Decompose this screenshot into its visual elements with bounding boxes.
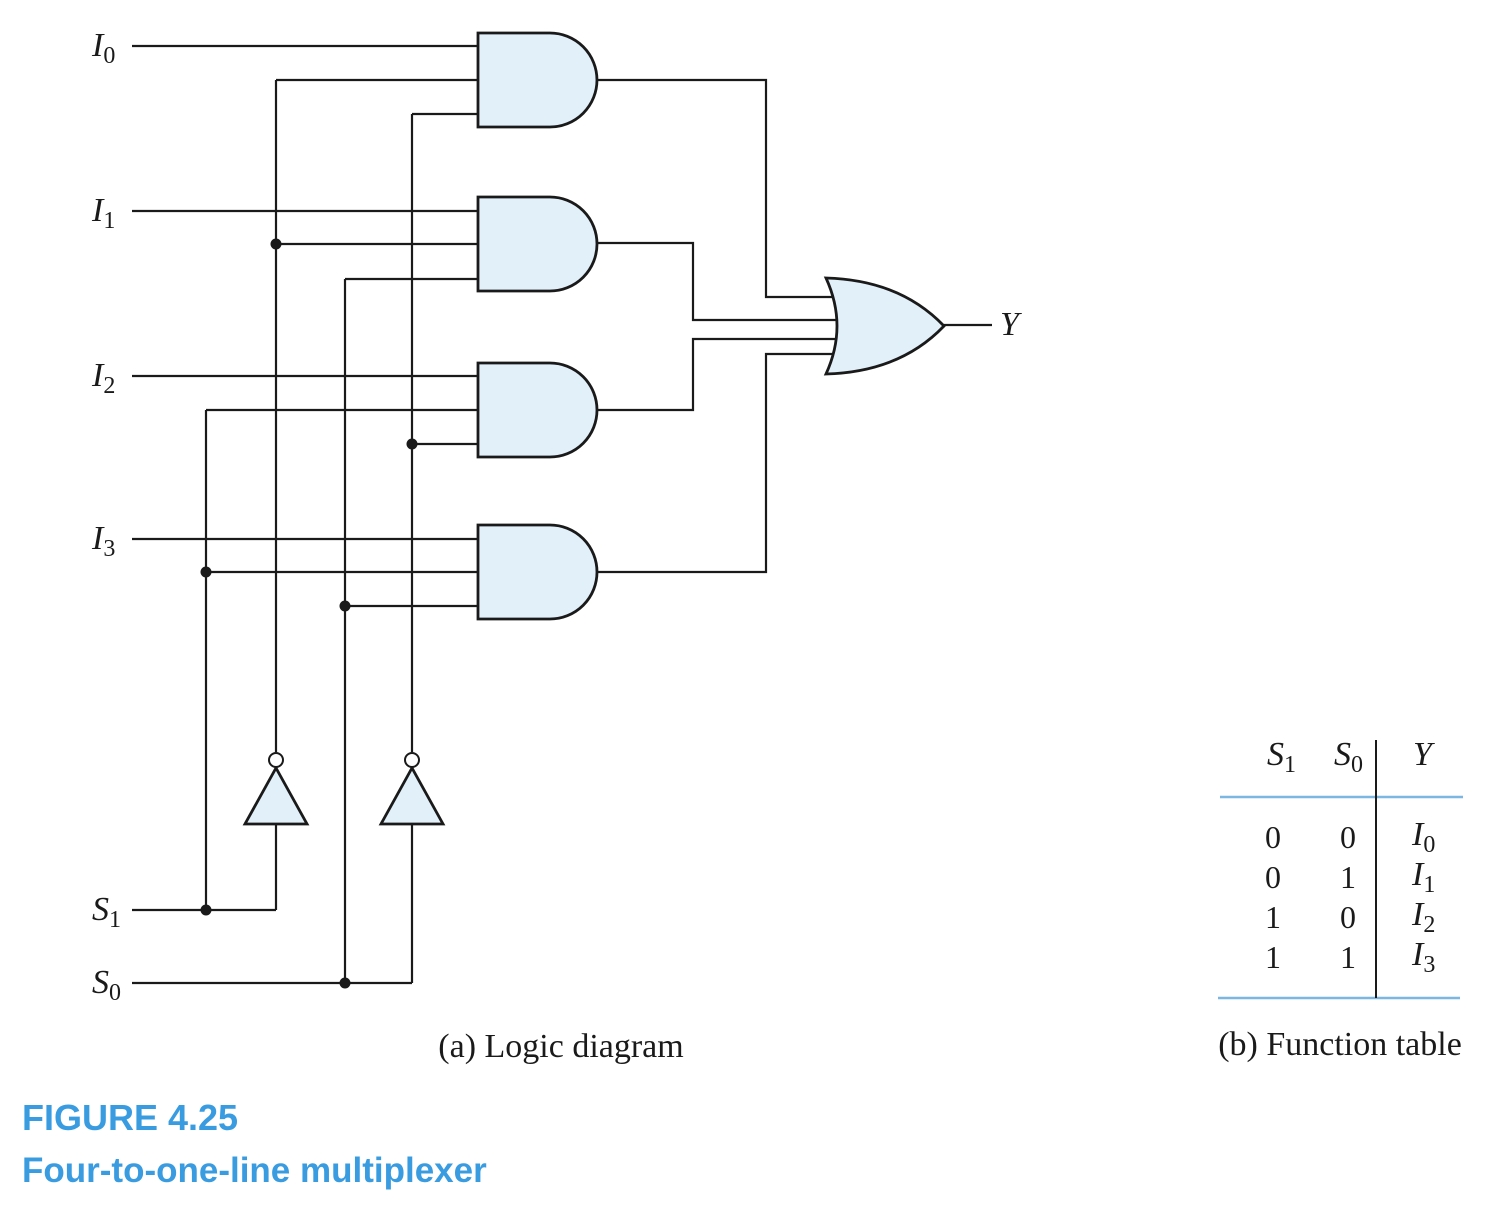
inverter-s0-bubble xyxy=(404,752,420,768)
inverter-s0 xyxy=(378,765,446,826)
table-header-s0: S0 xyxy=(1334,736,1363,778)
table-cell-s1: 0 xyxy=(1265,859,1281,895)
junction-dot xyxy=(270,238,282,250)
label-i3: I3 xyxy=(91,520,115,562)
and-gate-0 xyxy=(476,31,599,129)
label-i0: I0 xyxy=(91,27,115,69)
table-cell-s0: 1 xyxy=(1340,859,1356,895)
inverter-s1 xyxy=(242,765,310,826)
wire-and2-to-or xyxy=(597,337,840,412)
caption-logic-diagram: (a) Logic diagram xyxy=(438,1028,683,1065)
junction-dot xyxy=(339,977,351,989)
table-cell-s0: 0 xyxy=(1340,819,1356,855)
junction-dot xyxy=(339,600,351,612)
inverters xyxy=(242,752,446,826)
wire-and0-to-or xyxy=(597,78,833,299)
and-gates xyxy=(476,31,599,621)
junction-dot xyxy=(406,438,418,450)
or-gate xyxy=(823,276,946,376)
label-y: Y xyxy=(1000,306,1022,343)
figure-title: Four-to-one-line multiplexer xyxy=(22,1151,487,1190)
table-cell-y: I3 xyxy=(1411,936,1435,978)
signal-labels: I0 I1 I2 I3 S1 S0 Y xyxy=(91,27,1022,1006)
label-i1: I1 xyxy=(91,192,115,234)
table-cell-y: I0 xyxy=(1411,816,1435,858)
and-gate-2 xyxy=(476,361,599,459)
junction-dot xyxy=(200,566,212,578)
wire-and3-to-or xyxy=(597,352,833,574)
table-header-y: Y xyxy=(1413,736,1435,773)
caption-function-table: (b) Function table xyxy=(1218,1026,1462,1063)
table-cell-s1: 0 xyxy=(1265,819,1281,855)
table-cell-y: I1 xyxy=(1411,856,1435,898)
junction-dots xyxy=(200,238,418,989)
table-cell-s0: 0 xyxy=(1340,899,1356,935)
table-cell-y: I2 xyxy=(1411,896,1435,938)
label-s0: S0 xyxy=(92,964,121,1006)
junction-dot xyxy=(200,904,212,916)
label-i2: I2 xyxy=(91,357,115,399)
label-s1: S1 xyxy=(92,891,121,933)
inverter-s1-bubble xyxy=(268,752,284,768)
function-table: S1 S0 Y 0 0 I0 0 1 I1 1 0 I2 1 1 I3 xyxy=(1218,736,1463,1000)
table-cell-s1: 1 xyxy=(1265,899,1281,935)
table-cell-s0: 1 xyxy=(1340,939,1356,975)
wire-and1-to-or xyxy=(597,241,840,322)
and-gate-3 xyxy=(476,523,599,621)
figure-number: FIGURE 4.25 xyxy=(22,1097,238,1138)
and-gate-1 xyxy=(476,195,599,293)
table-header-s1: S1 xyxy=(1267,736,1296,778)
wires xyxy=(132,44,992,985)
table-cell-s1: 1 xyxy=(1265,939,1281,975)
